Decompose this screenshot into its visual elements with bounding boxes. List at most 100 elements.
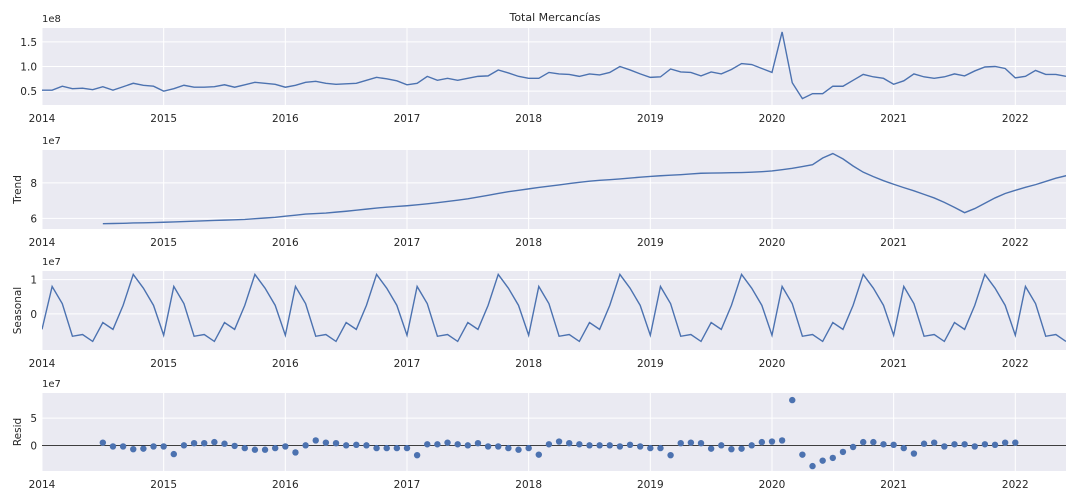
seasonal-x-tick-label: 2020 [759, 358, 786, 370]
observed-y-tick-label: 1.5 [20, 37, 37, 49]
resid-point [403, 444, 411, 452]
resid-point [1012, 439, 1019, 446]
seasonal-x-tick-label: 2022 [1002, 358, 1029, 370]
seasonal-x-tick-label: 2018 [515, 358, 542, 370]
resid-point [860, 438, 867, 446]
seasonal-y-tick-label: 0 [30, 309, 37, 321]
resid-point [251, 446, 259, 453]
seasonal-x-tick-label: 2014 [29, 358, 56, 370]
resid-x-tick-label: 2015 [150, 479, 177, 491]
observed-x-tick-label: 2021 [880, 113, 907, 125]
resid-point [312, 437, 319, 444]
resid-point [322, 439, 330, 446]
resid-point [930, 439, 938, 446]
trend-x-tick-label: 2022 [1002, 237, 1029, 249]
chart-title: Total Mercancías [508, 11, 600, 24]
resid-point [586, 442, 593, 449]
resid-point [941, 443, 948, 450]
trend-panel: 2014 2015 2016 2017 2018 2019 2020 2021 2022 6 8 1e… [12, 136, 1066, 249]
resid-x-tick-label: 2016 [272, 479, 299, 491]
trend-axis-offset: 1e7 [42, 136, 61, 147]
resid-point [849, 443, 857, 451]
resid-point [505, 444, 512, 452]
resid-point [444, 439, 451, 446]
resid-point [292, 449, 299, 456]
trend-y-tick-label: 8 [30, 178, 37, 190]
resid-point [677, 439, 684, 447]
resid-point [951, 441, 958, 448]
resid-point [555, 438, 563, 445]
resid-plot-background [42, 393, 1066, 471]
resid-point [484, 443, 492, 450]
seasonal-x-tick-label: 2017 [394, 358, 421, 370]
trend-y-tick-label: 6 [30, 213, 37, 225]
resid-point [636, 443, 644, 450]
resid-point [707, 445, 715, 452]
trend-x-tick-label: 2015 [150, 237, 177, 249]
resid-point [910, 450, 918, 457]
resid-point [728, 445, 735, 453]
observed-panel: 2014 2015 2016 2017 2018 2019 2020 2021 2022 0.5 1… [20, 14, 1066, 125]
resid-point [799, 451, 806, 458]
resid-point [697, 439, 705, 447]
resid-point [170, 450, 177, 458]
resid-point [819, 457, 826, 464]
resid-point [119, 443, 127, 450]
seasonal-x-tick-label: 2015 [150, 358, 177, 370]
observed-x-tick-label: 2016 [272, 113, 299, 125]
resid-point [282, 443, 289, 450]
observed-x-tick-label: 2019 [637, 113, 664, 125]
resid-point [890, 441, 897, 449]
seasonal-x-tick-label: 2019 [637, 358, 664, 370]
resid-point [201, 439, 208, 447]
trend-plot-background [42, 150, 1066, 229]
resid-point [180, 442, 188, 449]
resid-point [413, 451, 421, 459]
resid-point [809, 462, 816, 470]
resid-point [718, 442, 725, 449]
resid-point [160, 443, 167, 450]
resid-point [464, 442, 472, 449]
observed-x-tick-label: 2014 [29, 113, 56, 125]
resid-x-tick-label: 2018 [515, 479, 542, 491]
observed-x-tick-label: 2015 [150, 113, 177, 125]
resid-point [140, 445, 147, 452]
resid-point [211, 438, 218, 446]
resid-point [900, 444, 907, 452]
resid-point [647, 444, 654, 452]
trend-x-tick-label: 2018 [515, 237, 542, 249]
resid-y-tick-label: 0 [30, 440, 37, 452]
resid-point [839, 448, 847, 456]
seasonal-y-tick-label: 1 [30, 275, 37, 287]
observed-x-tick-label: 2022 [1002, 113, 1029, 125]
resid-point [971, 443, 978, 450]
observed-x-tick-label: 2020 [759, 113, 786, 125]
trend-x-tick-label: 2014 [29, 237, 56, 249]
resid-point [109, 443, 117, 450]
resid-point [870, 438, 877, 446]
resid-point [687, 439, 695, 446]
resid-point [221, 440, 228, 447]
resid-point [657, 444, 664, 452]
resid-point [474, 439, 482, 447]
observed-y-tick-label: 1.0 [20, 62, 37, 74]
resid-axis-offset: 1e7 [42, 379, 61, 390]
resid-point [271, 444, 279, 452]
resid-point [880, 441, 887, 448]
resid-point [738, 445, 745, 452]
trend-x-tick-label: 2020 [759, 237, 786, 249]
resid-point [342, 442, 350, 449]
resid-point [1001, 439, 1009, 446]
trend-y-axis-label: Trend [12, 175, 24, 205]
observed-x-tick-label: 2017 [394, 113, 421, 125]
observed-series-line [42, 31, 1066, 100]
seasonal-plot-background [42, 271, 1066, 350]
resid-point [789, 396, 796, 404]
resid-point [515, 446, 522, 453]
resid-point [495, 443, 502, 450]
resid-point [991, 441, 999, 449]
resid-point [130, 445, 137, 453]
resid-x-tick-label: 2021 [880, 479, 907, 491]
resid-x-tick-label: 2022 [1002, 479, 1029, 491]
